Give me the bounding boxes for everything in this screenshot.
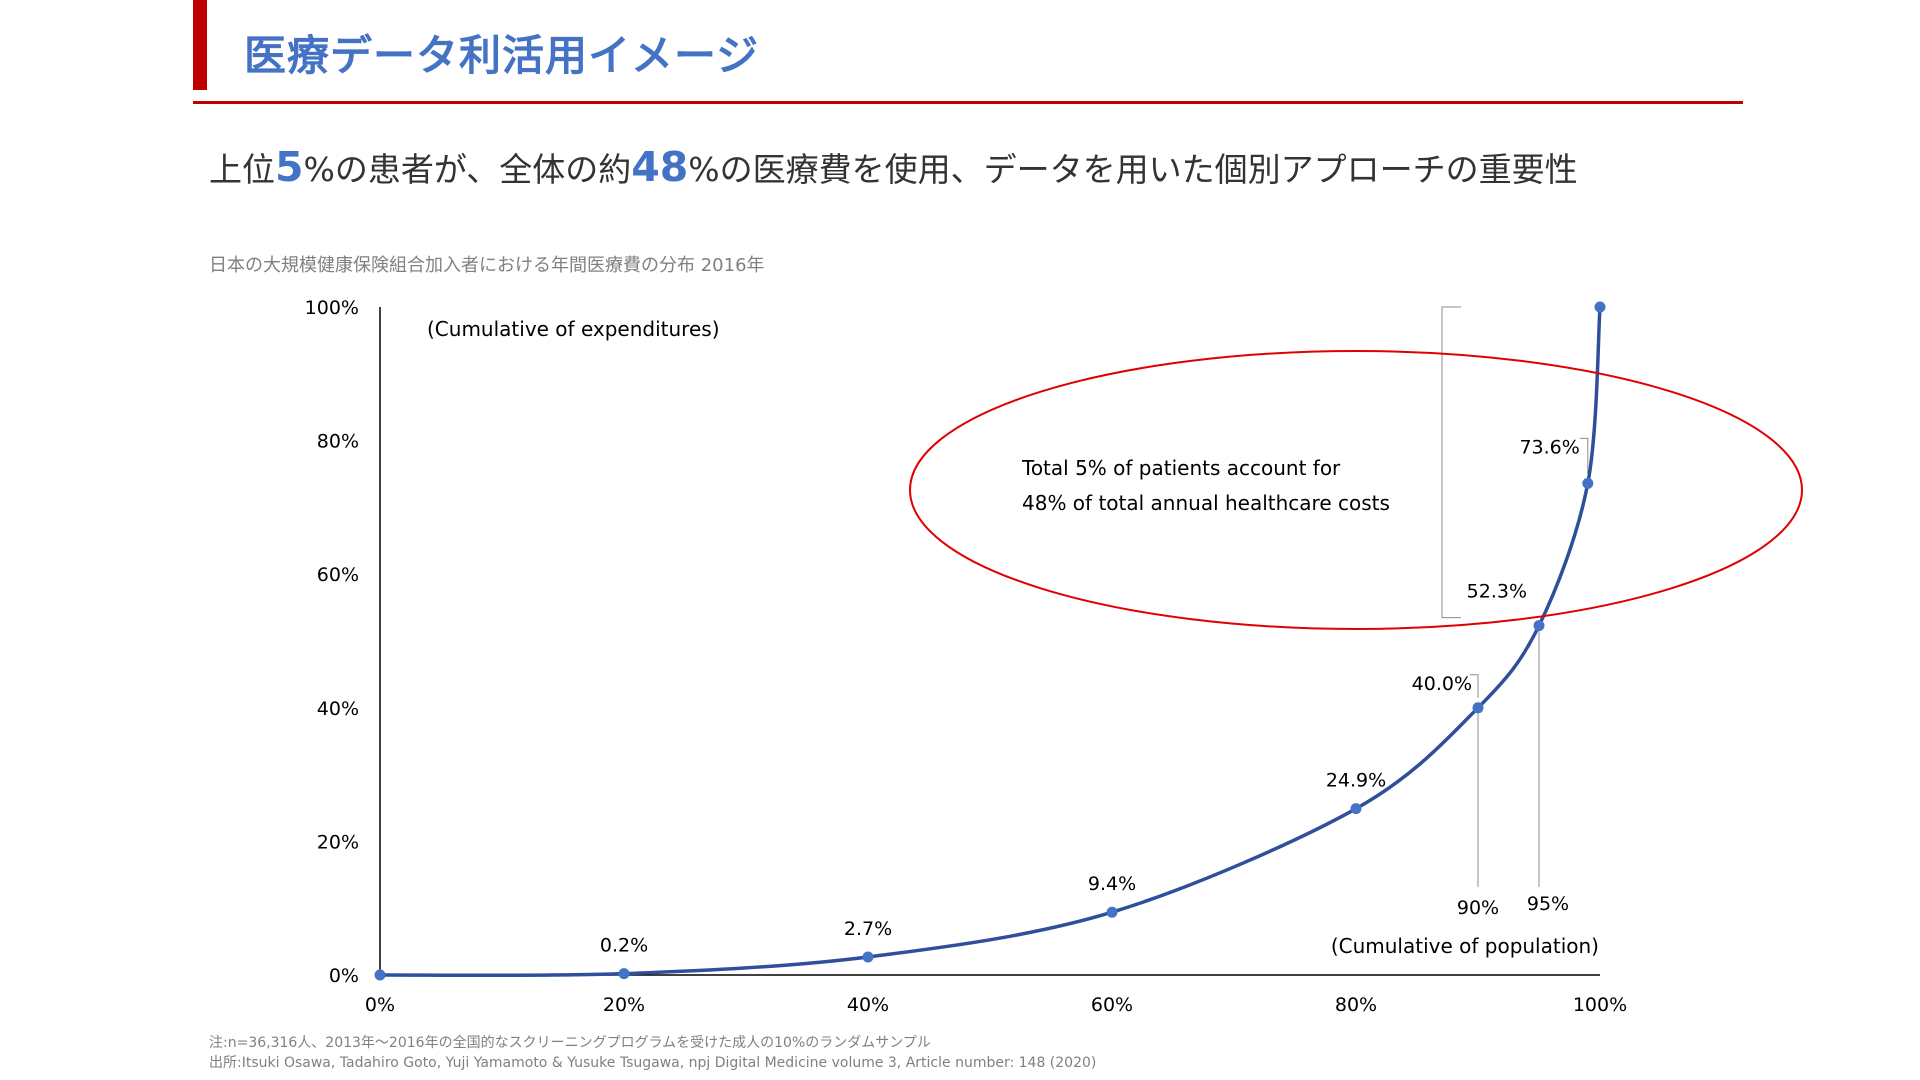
y-axis-label: (Cumulative of expenditures) [427,317,720,341]
headline-part-3: %の医療費を使用、データを用いた個別アプローチの重要性 [688,150,1578,189]
headline-highlight-1: 5 [275,143,304,191]
x-axis-label: (Cumulative of population) [1331,934,1599,958]
data-point [1472,702,1484,714]
data-label: 52.3% [1467,581,1527,603]
data-markers [374,301,1606,981]
x-tick-label: 20% [603,994,645,1016]
y-tick-label: 20% [317,831,359,853]
x-tick-label: 40% [847,994,889,1016]
data-point [618,968,630,980]
data-label: 9.4% [1088,873,1136,895]
headline: 上位5%の患者が、全体の約48%の医療費を使用、データを用いた個別アプローチの重… [209,143,1578,191]
leader-40 [1470,674,1479,698]
data-point [1594,301,1606,313]
headline-part-1: 上位 [209,150,275,189]
data-point [1582,477,1594,489]
callout-text-line-2: 48% of total annual healthcare costs [1022,491,1390,515]
headline-highlight-2: 48 [631,143,689,191]
top-5-percent-bracket [1441,306,1461,619]
leader-73 [1579,437,1589,474]
footnote: 注:n=36,316人、2013年～2016年の全国的なスクリーニングプログラム… [209,1035,931,1051]
data-label: 73.6% [1519,436,1579,458]
y-tick-label: 40% [317,698,359,720]
x-tick-label: 0% [365,994,395,1016]
y-tick-label: 100% [305,297,359,319]
annotations: (Cumulative of expenditures) (Cumulative … [427,317,1803,958]
callout-text-line-1: Total 5% of patients account for [1021,456,1341,480]
headline-part-2: %の患者が、全体の約 [303,150,632,189]
title-accent-bar [193,0,207,90]
data-point [862,951,874,963]
title-divider [193,101,1743,104]
data-label: 40.0% [1412,673,1472,695]
page-title: 医療データ利活用イメージ [244,31,760,80]
data-point [374,969,386,981]
x95-label: 95% [1527,893,1569,915]
data-point [1533,620,1545,632]
x-tick-label: 100% [1573,994,1627,1016]
chart-caption: 日本の大規模健康保険組合加入者における年間医療費の分布 2016年 [209,255,765,276]
curve-layer [379,306,1602,978]
reference-lines [1441,306,1589,887]
expenditure-curve [379,306,1602,978]
x-tick-label: 60% [1091,994,1133,1016]
x-tick-label: 80% [1335,994,1377,1016]
y-tick-label: 80% [317,431,359,453]
chart-axes [379,307,1600,976]
x90-label: 90% [1457,897,1499,919]
data-label: 2.7% [844,918,892,940]
highlight-ellipse [909,350,1803,630]
data-point [1350,803,1362,815]
data-point [1106,906,1118,918]
source-citation: 出所:Itsuki Osawa, Tadahiro Goto, Yuji Yam… [209,1055,1097,1071]
y-tick-label: 0% [329,965,359,987]
data-labels: 0.2% 2.7% 9.4% 24.9% 40.0% 52.3% 73.6% [600,436,1580,956]
data-label: 0.2% [600,935,648,957]
tick-labels: 0% 20% 40% 60% 80% 100% 0% 20% 40% 60% 80% 100% [305,297,1627,1016]
data-label: 24.9% [1326,770,1386,792]
y-tick-label: 60% [317,564,359,586]
